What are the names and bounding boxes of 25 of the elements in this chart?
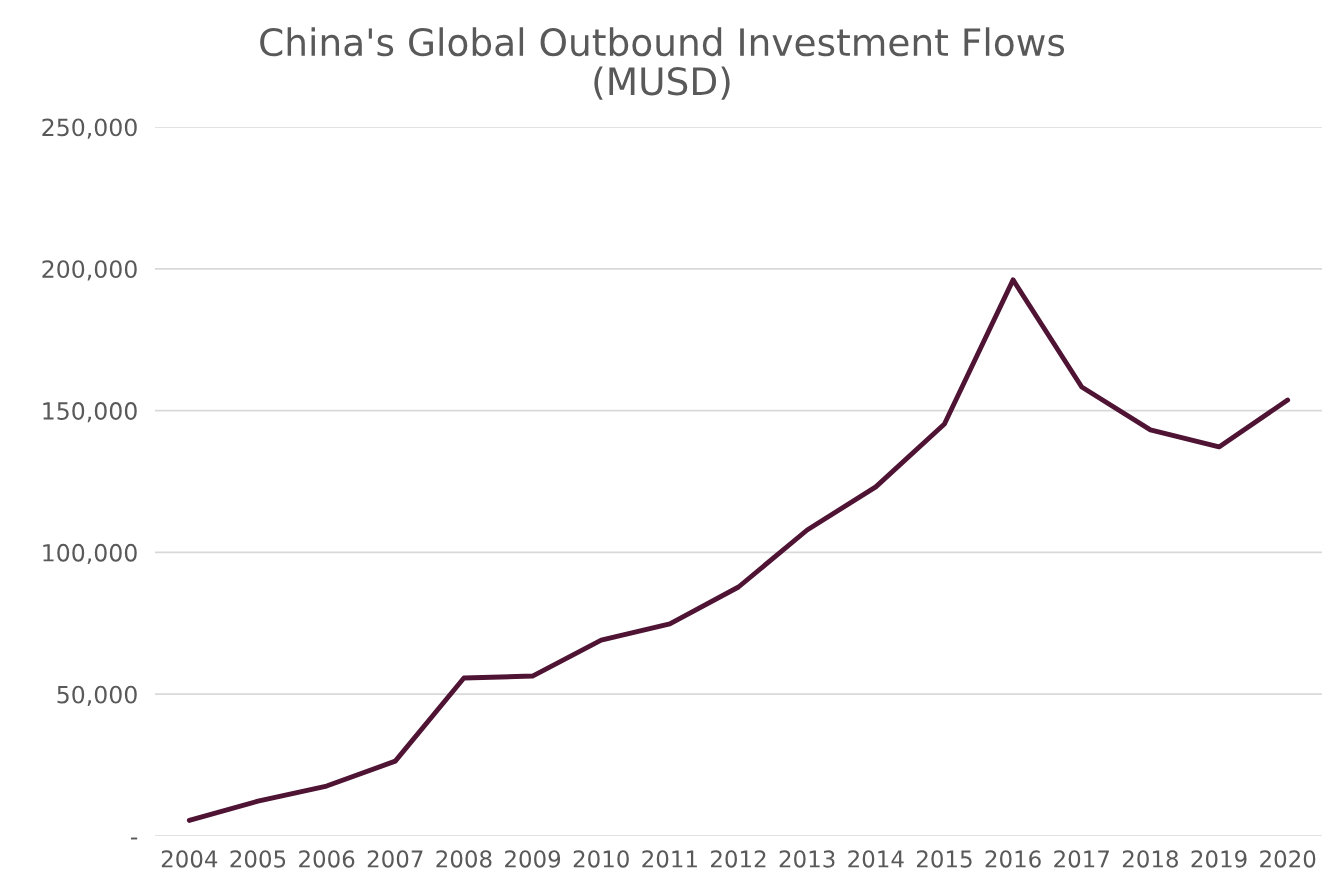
x-tick-label: 2010	[573, 850, 629, 868]
x-tick-label: 2017	[1054, 850, 1109, 868]
y-tick-label: 200,000	[42, 260, 137, 281]
y-tick-label: 150,000	[43, 402, 137, 423]
x-tick-label: 2012	[711, 850, 766, 868]
x-tick-label: 2015	[916, 850, 972, 868]
x-tick-label: 2011	[642, 850, 697, 868]
chart-title: China's Global Outbound Investment Flows (MUSD)	[260, 27, 1065, 100]
x-tick-label: 2004	[161, 850, 218, 868]
y-tick-label: 250,000	[42, 118, 137, 139]
x-tick-label: 2009	[505, 850, 561, 868]
y-tick-label: -	[130, 837, 138, 840]
y-tick-label: 50,000	[57, 685, 137, 706]
x-tick-label: 2016	[985, 850, 1041, 868]
x-tick-label: 2019	[1191, 850, 1247, 868]
line-series	[186, 277, 1291, 823]
x-tick-label: 2020	[1260, 850, 1316, 868]
x-tick-label: 2006	[299, 850, 355, 868]
x-tick-label: 2014	[848, 850, 904, 868]
x-tick-label: 2018	[1122, 850, 1178, 868]
x-tick-label: 2007	[367, 850, 423, 868]
y-tick-label: 100,000	[43, 543, 137, 565]
x-tick-label: 2013	[779, 850, 835, 868]
x-tick-label: 2008	[436, 850, 492, 868]
x-tick-label: 2005	[230, 850, 286, 868]
